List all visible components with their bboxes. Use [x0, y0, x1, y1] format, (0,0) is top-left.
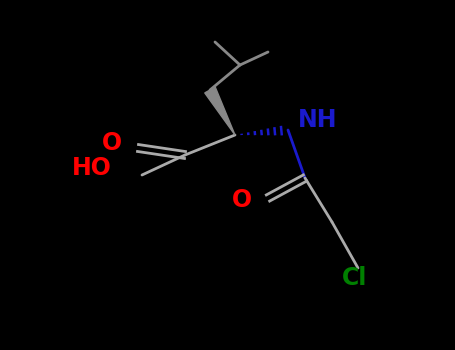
Polygon shape [205, 87, 235, 135]
Text: Cl: Cl [342, 266, 368, 290]
Text: O: O [102, 131, 122, 155]
Text: NH: NH [298, 108, 338, 132]
Text: O: O [232, 188, 252, 212]
Text: HO: HO [72, 156, 112, 180]
